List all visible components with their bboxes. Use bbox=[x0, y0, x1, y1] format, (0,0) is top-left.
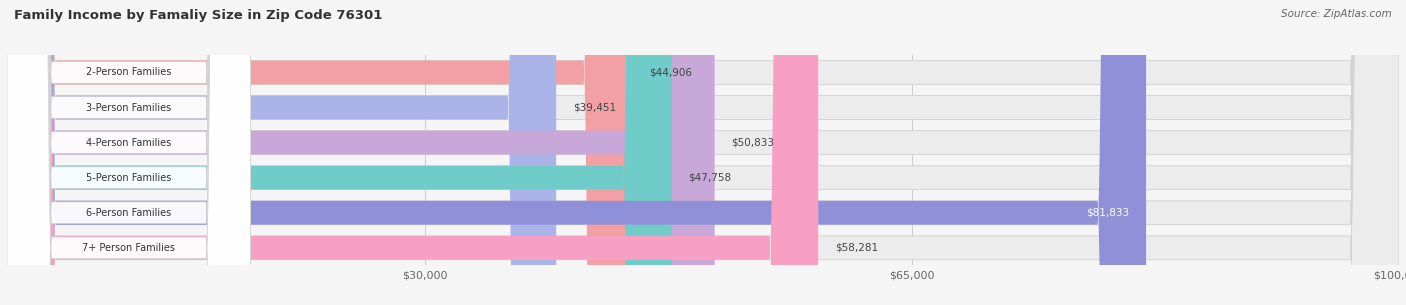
FancyBboxPatch shape bbox=[7, 0, 1146, 305]
FancyBboxPatch shape bbox=[7, 0, 714, 305]
Text: Family Income by Famaliy Size in Zip Code 76301: Family Income by Famaliy Size in Zip Cod… bbox=[14, 9, 382, 22]
FancyBboxPatch shape bbox=[7, 0, 250, 305]
FancyBboxPatch shape bbox=[7, 0, 818, 305]
FancyBboxPatch shape bbox=[7, 0, 250, 305]
FancyBboxPatch shape bbox=[7, 0, 1399, 305]
FancyBboxPatch shape bbox=[7, 0, 1399, 305]
Text: $50,833: $50,833 bbox=[731, 138, 775, 148]
Text: $39,451: $39,451 bbox=[572, 102, 616, 113]
Text: $58,281: $58,281 bbox=[835, 243, 879, 253]
Text: 3-Person Families: 3-Person Families bbox=[86, 102, 172, 113]
FancyBboxPatch shape bbox=[7, 0, 672, 305]
FancyBboxPatch shape bbox=[7, 0, 250, 305]
Text: $44,906: $44,906 bbox=[648, 67, 692, 77]
FancyBboxPatch shape bbox=[7, 0, 250, 305]
FancyBboxPatch shape bbox=[7, 0, 1399, 305]
Text: 2-Person Families: 2-Person Families bbox=[86, 67, 172, 77]
FancyBboxPatch shape bbox=[7, 0, 1399, 305]
Text: 4-Person Families: 4-Person Families bbox=[86, 138, 172, 148]
Text: 7+ Person Families: 7+ Person Families bbox=[83, 243, 176, 253]
Text: 6-Person Families: 6-Person Families bbox=[86, 208, 172, 218]
Text: Source: ZipAtlas.com: Source: ZipAtlas.com bbox=[1281, 9, 1392, 19]
FancyBboxPatch shape bbox=[7, 0, 250, 305]
Text: $47,758: $47,758 bbox=[689, 173, 731, 183]
FancyBboxPatch shape bbox=[7, 0, 250, 305]
Text: 5-Person Families: 5-Person Families bbox=[86, 173, 172, 183]
FancyBboxPatch shape bbox=[7, 0, 1399, 305]
FancyBboxPatch shape bbox=[7, 0, 1399, 305]
Text: $81,833: $81,833 bbox=[1087, 208, 1129, 218]
FancyBboxPatch shape bbox=[7, 0, 557, 305]
FancyBboxPatch shape bbox=[7, 0, 633, 305]
